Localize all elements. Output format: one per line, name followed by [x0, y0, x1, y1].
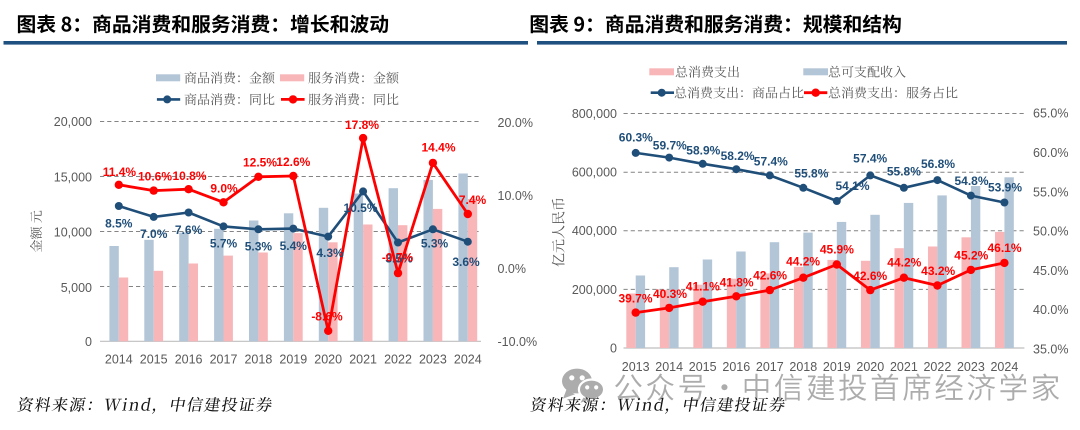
svg-text:60.3%: 60.3%	[619, 130, 653, 144]
svg-text:2022: 2022	[923, 360, 951, 374]
svg-text:400,000: 400,000	[572, 224, 617, 238]
svg-text:5.7%: 5.7%	[210, 237, 238, 251]
svg-text:57.4%: 57.4%	[853, 152, 887, 166]
svg-text:59.7%: 59.7%	[653, 138, 687, 152]
svg-text:45.9%: 45.9%	[820, 242, 854, 256]
svg-text:12.5%: 12.5%	[243, 156, 277, 170]
svg-text:2014: 2014	[105, 353, 133, 367]
svg-text:20,000: 20,000	[54, 115, 92, 129]
svg-text:54.8%: 54.8%	[954, 174, 988, 188]
svg-text:0: 0	[610, 341, 617, 355]
svg-text:2016: 2016	[722, 360, 750, 374]
svg-text:41.8%: 41.8%	[720, 275, 754, 289]
svg-text:2019: 2019	[823, 360, 851, 374]
svg-text:2016: 2016	[175, 353, 203, 367]
svg-text:2020: 2020	[314, 353, 342, 367]
svg-text:2015: 2015	[140, 353, 168, 367]
svg-text:3.6%: 3.6%	[452, 255, 480, 269]
svg-text:-10.0%: -10.0%	[498, 335, 538, 349]
svg-text:2018: 2018	[789, 360, 817, 374]
svg-text:2021: 2021	[349, 353, 377, 367]
svg-text:12.6%: 12.6%	[276, 155, 310, 169]
svg-text:44.2%: 44.2%	[786, 254, 820, 268]
svg-text:20.0%: 20.0%	[498, 116, 533, 130]
svg-text:2018: 2018	[244, 353, 272, 367]
svg-text:2023: 2023	[957, 360, 985, 374]
svg-text:5.3%: 5.3%	[421, 236, 449, 250]
svg-text:2023: 2023	[419, 353, 447, 367]
svg-text:60.0%: 60.0%	[1033, 146, 1068, 160]
svg-text:2014: 2014	[655, 360, 683, 374]
svg-text:2013: 2013	[622, 360, 650, 374]
svg-text:46.1%: 46.1%	[987, 241, 1021, 255]
svg-text:7.6%: 7.6%	[175, 223, 203, 237]
svg-text:45.0%: 45.0%	[1033, 264, 1068, 278]
svg-text:0.0%: 0.0%	[498, 262, 527, 276]
svg-text:42.6%: 42.6%	[853, 269, 887, 283]
svg-text:58.9%: 58.9%	[686, 143, 720, 157]
svg-text:2015: 2015	[689, 360, 717, 374]
svg-text:44.2%: 44.2%	[887, 256, 921, 270]
svg-text:40.3%: 40.3%	[653, 287, 687, 301]
svg-text:7.4%: 7.4%	[459, 193, 487, 207]
svg-text:3.5%: 3.5%	[385, 251, 413, 265]
svg-text:40.0%: 40.0%	[1033, 303, 1068, 317]
svg-text:5.4%: 5.4%	[280, 239, 308, 253]
svg-text:11.4%: 11.4%	[103, 165, 137, 179]
svg-text:2022: 2022	[384, 353, 412, 367]
svg-text:2024: 2024	[454, 353, 482, 367]
svg-text:55.8%: 55.8%	[794, 166, 828, 180]
svg-text:2017: 2017	[210, 353, 238, 367]
svg-text:200,000: 200,000	[572, 283, 617, 297]
svg-text:17.8%: 17.8%	[345, 118, 379, 132]
svg-text:10,000: 10,000	[54, 225, 92, 239]
svg-text:2021: 2021	[890, 360, 918, 374]
svg-text:42.6%: 42.6%	[753, 269, 787, 283]
svg-text:10.8%: 10.8%	[172, 169, 206, 183]
svg-text:800,000: 800,000	[572, 107, 617, 121]
svg-text:53.9%: 53.9%	[988, 181, 1022, 195]
svg-text:14.4%: 14.4%	[421, 140, 455, 154]
svg-text:41.1%: 41.1%	[686, 279, 720, 293]
svg-text:2024: 2024	[990, 360, 1018, 374]
svg-text:43.2%: 43.2%	[921, 264, 955, 278]
svg-text:10.5%: 10.5%	[343, 201, 377, 215]
svg-text:55.0%: 55.0%	[1033, 185, 1068, 199]
svg-text:2019: 2019	[279, 353, 307, 367]
svg-text:39.7%: 39.7%	[618, 291, 652, 305]
svg-text:50.0%: 50.0%	[1033, 225, 1068, 239]
svg-text:35.0%: 35.0%	[1033, 343, 1068, 357]
svg-text:5,000: 5,000	[61, 281, 92, 295]
svg-text:57.4%: 57.4%	[754, 155, 788, 169]
svg-text:9.0%: 9.0%	[210, 181, 238, 195]
svg-text:600,000: 600,000	[572, 166, 617, 180]
svg-text:65.0%: 65.0%	[1033, 107, 1068, 121]
svg-text:45.2%: 45.2%	[954, 248, 988, 262]
svg-text:0: 0	[85, 335, 92, 349]
svg-text:10.6%: 10.6%	[138, 170, 172, 184]
svg-text:2020: 2020	[856, 360, 884, 374]
svg-text:-0.7%: -0.7%	[382, 251, 414, 265]
svg-text:8.5%: 8.5%	[105, 216, 133, 230]
svg-text:58.2%: 58.2%	[721, 149, 755, 163]
svg-text:55.8%: 55.8%	[887, 165, 921, 179]
svg-text:54.1%: 54.1%	[835, 179, 869, 193]
svg-text:7.0%: 7.0%	[140, 227, 168, 241]
svg-text:15,000: 15,000	[54, 170, 92, 184]
svg-text:2017: 2017	[756, 360, 784, 374]
svg-text:10.0%: 10.0%	[498, 189, 533, 203]
svg-text:5.3%: 5.3%	[245, 240, 273, 254]
svg-text:56.8%: 56.8%	[921, 157, 955, 171]
svg-text:-8.6%: -8.6%	[311, 310, 343, 324]
svg-text:4.3%: 4.3%	[316, 246, 344, 260]
